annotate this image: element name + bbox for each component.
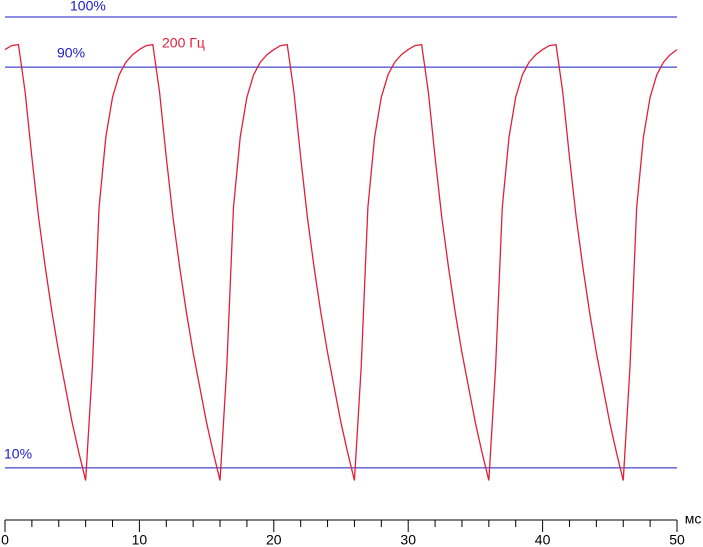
x-axis-label: мс bbox=[685, 511, 702, 527]
reference-label: 100% bbox=[70, 0, 106, 14]
x-tick-label: 0 bbox=[1, 532, 9, 547]
reference-label: 10% bbox=[4, 446, 32, 462]
x-tick-label: 20 bbox=[266, 532, 282, 547]
x-tick-label: 40 bbox=[535, 532, 551, 547]
data-line bbox=[4, 43, 678, 481]
reference-label: 90% bbox=[57, 45, 85, 61]
x-tick-label: 50 bbox=[669, 532, 685, 547]
series-label: 200 Гц bbox=[162, 35, 205, 51]
x-tick-label: 10 bbox=[132, 532, 148, 547]
x-tick-label: 30 bbox=[400, 532, 416, 547]
